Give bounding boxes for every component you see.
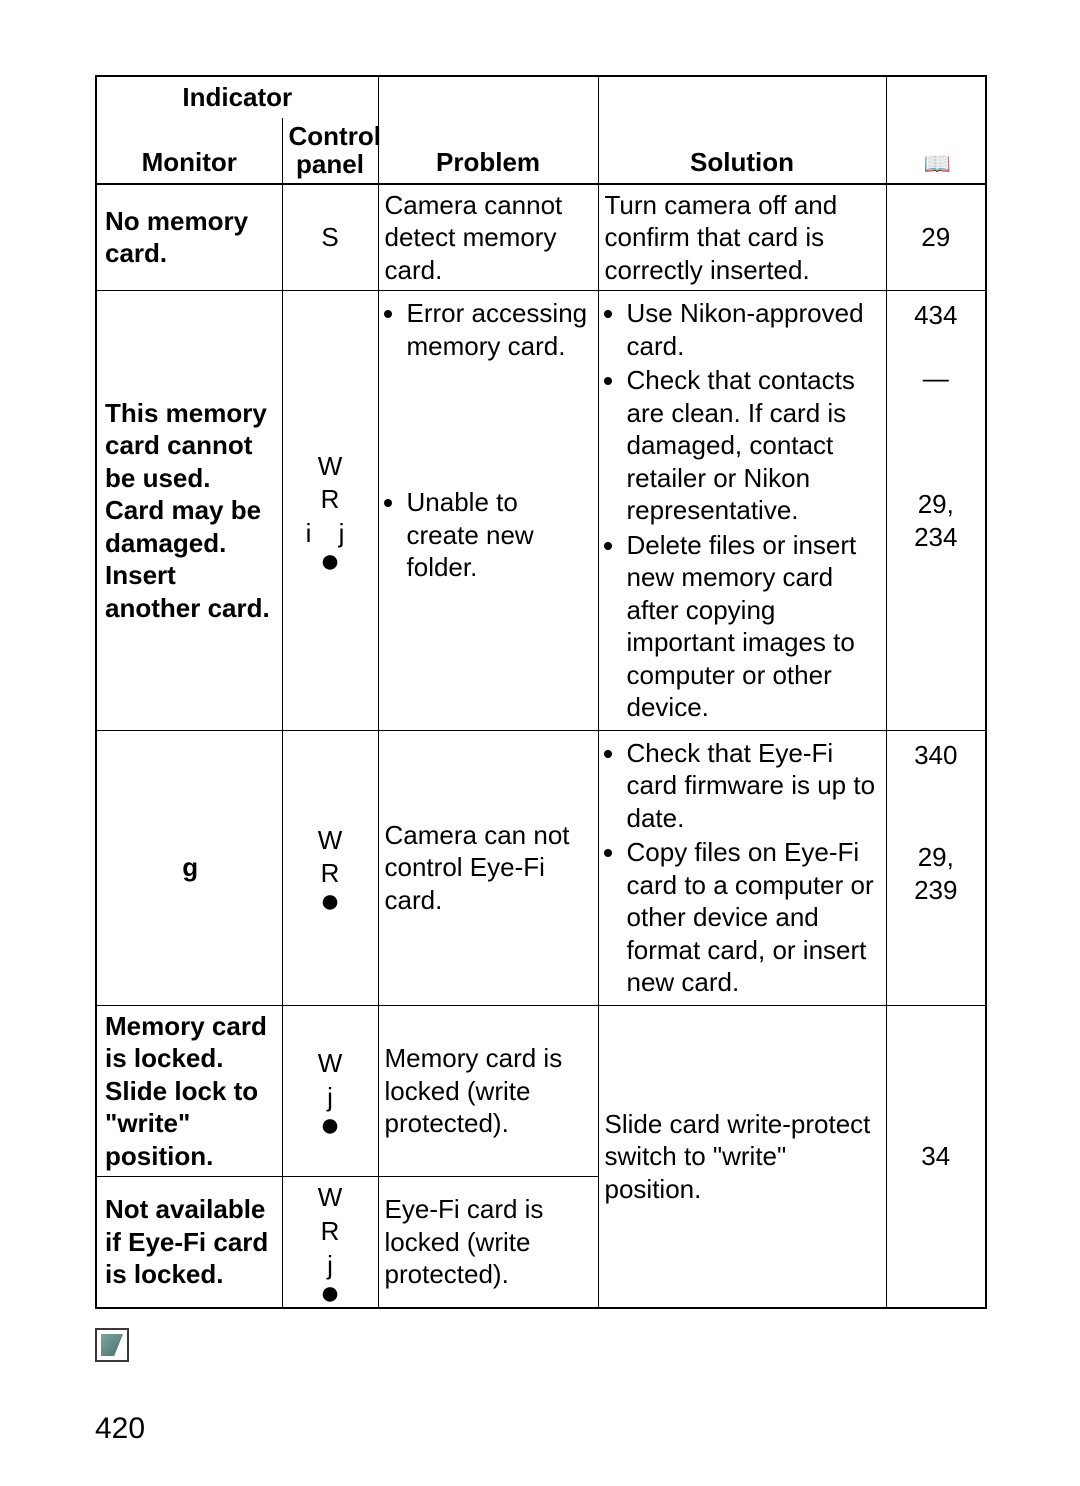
monitor-cell: Not available if Eye-Fi card is locked. — [96, 1177, 282, 1308]
solution-cell: Use Nikon-approved card. Check that cont… — [598, 291, 886, 731]
monitor-cell: g — [96, 730, 282, 1005]
page-container: Indicator Monitor Control panel Problem … — [0, 0, 1080, 1486]
pageref-a: 340 — [893, 739, 980, 772]
book-icon: 📖 — [924, 151, 948, 176]
page-footer: 420 — [95, 1328, 985, 1446]
panel-w: W — [289, 1047, 372, 1081]
header-row-2: Monitor Control panel Problem Solution 📖 — [96, 118, 986, 184]
header-monitor: Monitor — [96, 118, 282, 184]
panel-r: R — [289, 1215, 372, 1249]
panel-cell: W R i j ● — [282, 291, 378, 731]
panel-dot-icon: ● — [289, 891, 372, 911]
solution-item: Check that contacts are clean. If card i… — [627, 364, 880, 527]
solution-item: Delete files or insert new memory card a… — [627, 529, 880, 724]
troubleshooting-table: Indicator Monitor Control panel Problem … — [95, 75, 987, 1309]
problem-cell: Camera can not control Eye-Fi card. — [378, 730, 598, 1005]
panel-w: W — [289, 450, 372, 484]
solution-item: Use Nikon-approved card. — [627, 297, 880, 362]
problem-cell: Eye-Fi card is locked (write protected). — [378, 1177, 598, 1308]
section-tab-icon — [95, 1328, 129, 1362]
problem-cell: Camera cannot detect memory card. — [378, 184, 598, 291]
panel-cell: W j ● — [282, 1005, 378, 1177]
solution-cell: Turn camera off and confirm that card is… — [598, 184, 886, 291]
pageref-dash: — — [923, 362, 949, 395]
pageref-cell: 34 — [886, 1005, 986, 1308]
panel-w: W — [289, 824, 372, 858]
table-row: No memory card. S Camera cannot detect m… — [96, 184, 986, 291]
problem-item: Error accessing memory card. — [407, 297, 592, 362]
problem-cell: Memory card is locked (write protected). — [378, 1005, 598, 1177]
panel-r: R — [289, 483, 372, 517]
pageref-b: 29, 239 — [893, 841, 980, 906]
solution-item: Check that Eye-Fi card firmware is up to… — [627, 737, 880, 835]
table-row: This memory card cannot be used. Card ma… — [96, 291, 986, 731]
header-blank-page — [886, 76, 986, 118]
solution-cell: Check that Eye-Fi card firmware is up to… — [598, 730, 886, 1005]
header-panel: Control panel — [282, 118, 378, 184]
pageref-cell: 29 — [886, 184, 986, 291]
solution-cell: Slide card write-protect switch to "writ… — [598, 1005, 886, 1308]
panel-cell: S — [282, 184, 378, 291]
monitor-cell: No memory card. — [96, 184, 282, 291]
problem-cell: Error accessing memory card. Unable to c… — [378, 291, 598, 731]
solution-item: Copy files on Eye-Fi card to a computer … — [627, 836, 880, 999]
panel-cell: W R ● — [282, 730, 378, 1005]
header-indicator: Indicator — [96, 76, 378, 118]
table-row: Memory card is locked. Slide lock to "wr… — [96, 1005, 986, 1177]
pageref-b: 29, 234 — [893, 488, 980, 553]
panel-dot-icon: ● — [289, 1115, 372, 1135]
panel-cell: W R j ● — [282, 1177, 378, 1308]
header-problem: Problem — [378, 118, 598, 184]
page-number: 420 — [95, 1412, 985, 1446]
table-row: g W R ● Camera can not control Eye-Fi ca… — [96, 730, 986, 1005]
monitor-cell: This memory card cannot be used. Card ma… — [96, 291, 282, 731]
panel-dot-icon: ● — [289, 1283, 372, 1303]
monitor-cell: Memory card is locked. Slide lock to "wr… — [96, 1005, 282, 1177]
panel-w: W — [289, 1181, 372, 1215]
header-blank-problem — [378, 76, 598, 118]
header-solution: Solution — [598, 118, 886, 184]
header-row-1: Indicator — [96, 76, 986, 118]
header-page-icon: 📖 — [886, 118, 986, 184]
pageref-cell: 340 29, 239 — [886, 730, 986, 1005]
pageref-a: 434 — [893, 299, 980, 332]
header-blank-solution — [598, 76, 886, 118]
problem-item: Unable to create new folder. — [407, 486, 592, 584]
pageref-cell: 434 — 29, 234 — [886, 291, 986, 731]
panel-dot-icon: ● — [289, 551, 372, 571]
